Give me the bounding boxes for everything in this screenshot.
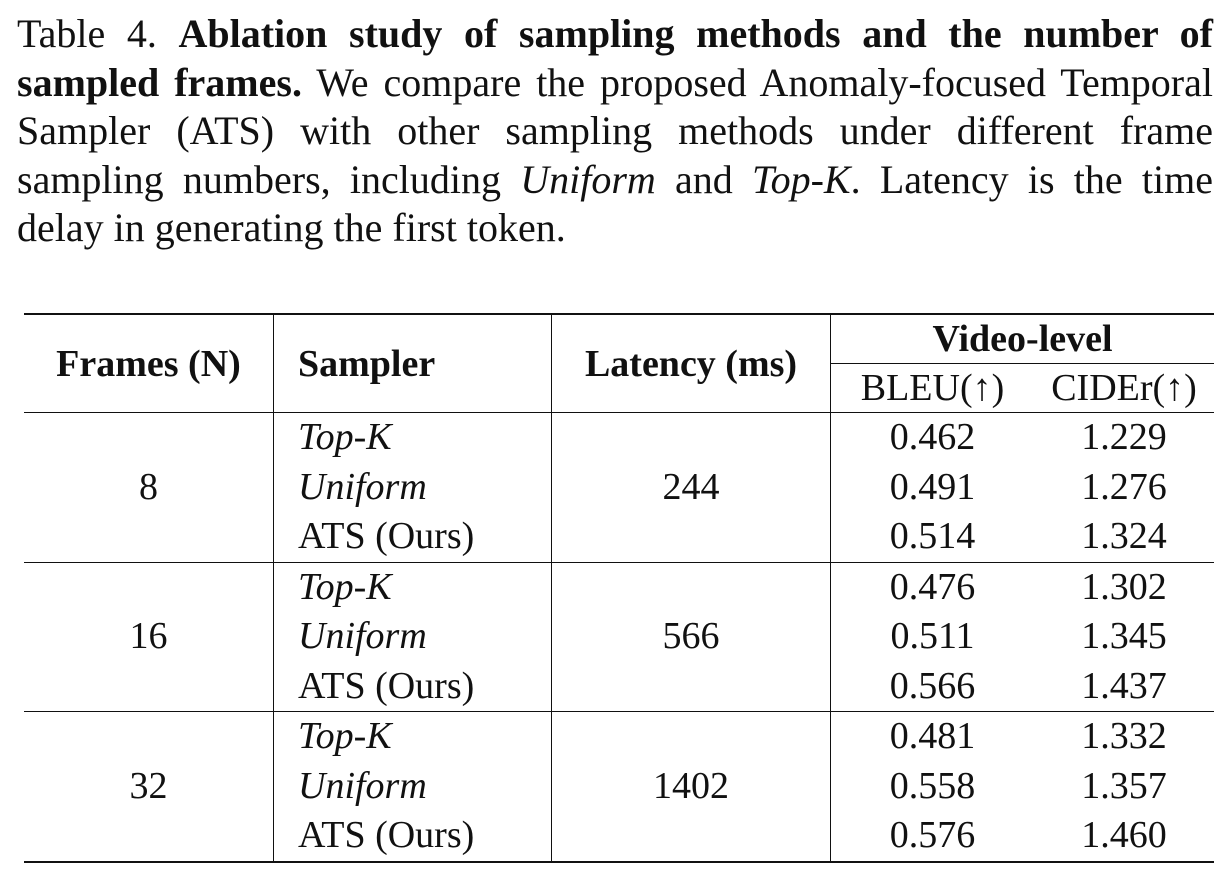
cell-latency: 244 xyxy=(551,412,831,563)
caption-method-a: Uniform xyxy=(520,156,656,202)
cell-sampler: Uniform xyxy=(273,462,552,512)
cell-cider: 1.302 xyxy=(1081,565,1167,608)
cell-bleu: 0.481 xyxy=(889,715,976,757)
table-body: 8 Top-K 244 0.462 1.229 Uniform 0.491 1.276 ATS … xyxy=(24,412,1214,863)
cell-frames: 16 xyxy=(24,562,274,712)
header-frames: Frames (N) xyxy=(24,315,274,413)
cell-bleu: 0.491 xyxy=(889,465,976,508)
table-row: Uniform 0.558 1.357 xyxy=(24,761,1214,811)
cell-cider: 1.357 xyxy=(1081,764,1167,807)
cell-latency: 1402 xyxy=(551,711,831,863)
table-row: ATS (Ours) 0.514 1.324 xyxy=(24,512,1214,563)
table-row: Uniform 0.511 1.345 xyxy=(24,612,1214,662)
cell-sampler: ATS (Ours) xyxy=(273,811,552,863)
cell-sampler: ATS (Ours) xyxy=(273,661,552,712)
cell-sampler: Uniform xyxy=(273,761,552,811)
cell-sampler: Uniform xyxy=(273,612,552,662)
cell-sampler: ATS (Ours) xyxy=(273,512,552,563)
cell-sampler: Top-K xyxy=(273,412,552,463)
caption-method-b: Top-K xyxy=(752,156,851,202)
cell-frames: 8 xyxy=(24,412,274,563)
caption-label: Table 4. xyxy=(17,11,157,56)
header-row-1: Frames (N) Sampler Latency (ms) Video-le… xyxy=(24,315,1214,413)
cell-cider: 1.345 xyxy=(1081,615,1167,657)
cell-bleu: 0.558 xyxy=(889,764,976,807)
caption-title: Ablation study of sampling methods and t… xyxy=(17,11,1213,105)
table-row: 32 Top-K 1402 0.481 1.332 xyxy=(24,711,1214,863)
cell-bleu: 0.462 xyxy=(889,416,976,458)
header-video-level: Video-level xyxy=(830,315,1214,364)
cell-bleu: 0.576 xyxy=(830,811,1034,863)
table-row: 8 Top-K 244 0.462 1.229 xyxy=(24,412,1214,563)
cell-frames: 32 xyxy=(24,711,274,863)
table-row: Uniform 0.491 1.276 xyxy=(24,462,1214,512)
cell-bleu: 0.511 xyxy=(890,615,975,657)
header-sampler: Sampler xyxy=(273,315,552,413)
header-cider: CIDEr(↑) xyxy=(1034,363,1214,413)
caption-text-2: . Latency is the time delay in generatin… xyxy=(17,156,1213,251)
cell-sampler: Top-K xyxy=(273,562,552,612)
cell-cider: 1.276 xyxy=(1081,465,1167,508)
caption-text-and: and xyxy=(675,156,733,202)
caption-text-1: We compare the proposed Anomaly-focused … xyxy=(17,59,1213,202)
cell-latency: 566 xyxy=(551,562,831,712)
header-bleu: BLEU(↑) xyxy=(830,363,1034,413)
cell-bleu: 0.476 xyxy=(889,565,976,608)
cell-cider: 1.229 xyxy=(1081,416,1167,458)
cell-cider: 1.460 xyxy=(1034,811,1214,863)
header-row-2: BLEU(↑) CIDEr(↑) xyxy=(24,363,1214,413)
cell-bleu: 0.566 xyxy=(830,661,1034,712)
table-row: ATS (Ours) 0.576 1.460 xyxy=(24,811,1214,863)
results-table: Frames (N) Sampler Latency (ms) Video-le… xyxy=(24,313,1214,863)
cell-cider: 1.324 xyxy=(1034,512,1214,563)
cell-cider: 1.332 xyxy=(1081,715,1167,757)
table-row: ATS (Ours) 0.566 1.437 xyxy=(24,661,1214,712)
header-latency: Latency (ms) xyxy=(551,315,831,413)
table-row: 16 Top-K 566 0.476 1.302 xyxy=(24,562,1214,712)
cell-cider: 1.437 xyxy=(1034,661,1214,712)
cell-bleu: 0.514 xyxy=(830,512,1034,563)
cell-sampler: Top-K xyxy=(273,711,552,762)
table-caption: Table 4. Ablation study of sampling meth… xyxy=(17,10,1213,253)
